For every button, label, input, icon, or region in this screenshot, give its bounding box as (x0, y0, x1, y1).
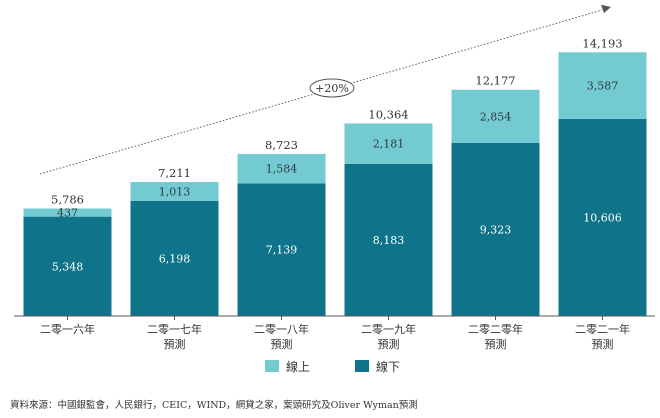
bar-online-0 (23, 208, 112, 217)
category-label-3-1: 預測 (378, 337, 400, 351)
legend: 線上 線下 (265, 359, 400, 374)
value-label-offline-3: 8,183 (373, 234, 405, 247)
total-label-0: 5,786 (51, 193, 84, 207)
category-label-4-1: 預測 (485, 337, 507, 351)
bar-online-3 (344, 123, 433, 164)
legend-label-1: 線下 (376, 359, 400, 374)
value-label-online-1: 1,013 (159, 185, 191, 198)
category-label-5-0: 二零二一年 (575, 322, 630, 336)
value-label-offline-0: 5,348 (52, 260, 84, 273)
value-label-online-0: 437 (57, 207, 78, 220)
value-label-offline-5: 10,606 (583, 211, 622, 224)
category-label-1-0: 二零一七年 (147, 322, 202, 336)
value-label-online-5: 3,587 (587, 80, 619, 93)
bar-offline-0 (23, 216, 112, 316)
category-label-5-1: 預測 (592, 337, 614, 351)
category-label-2-1: 預測 (271, 337, 293, 351)
bar-online-2 (237, 153, 326, 184)
total-label-2: 8,723 (265, 138, 298, 152)
category-label-4-0: 二零二零年 (468, 322, 523, 336)
bar-online-4 (451, 89, 540, 143)
growth-label: +20% (315, 82, 349, 95)
bars-layer (23, 52, 647, 316)
category-label-1-1: 預測 (164, 337, 186, 351)
category-label-2-0: 二零一八年 (254, 322, 309, 336)
total-label-4: 12,177 (475, 74, 515, 88)
value-label-offline-2: 7,139 (266, 244, 298, 257)
bar-offline-3 (344, 163, 433, 316)
bar-online-5 (558, 52, 647, 119)
legend-swatch-0 (265, 360, 279, 372)
legend-label-0: 線上 (286, 359, 310, 374)
category-label-3-0: 二零一九年 (361, 322, 416, 336)
growth-ellipse (309, 78, 355, 98)
value-label-offline-1: 6,198 (159, 252, 191, 265)
value-label-online-4: 2,854 (480, 110, 512, 123)
bar-offline-4 (451, 142, 540, 316)
total-label-1: 7,211 (158, 166, 191, 180)
growth-annotation: +20% (39, 4, 611, 175)
total-label-3: 10,364 (368, 107, 408, 121)
legend-swatch-1 (355, 360, 369, 372)
value-label-online-2: 1,584 (266, 163, 298, 176)
growth-arrow-head (601, 4, 611, 13)
category-label-0-0: 二零一六年 (40, 322, 95, 336)
value-label-online-3: 2,181 (373, 138, 405, 151)
bar-online-1 (130, 182, 219, 201)
bar-offline-2 (237, 183, 326, 316)
total-label-5: 14,193 (582, 36, 622, 50)
bar-offline-5 (558, 118, 647, 316)
bar-offline-1 (130, 200, 219, 316)
source-note: 資料來源：中國銀監會，人民銀行，CEIC，WIND，網貸之家，案頭研究及Oliv… (10, 399, 418, 411)
value-label-offline-4: 9,323 (480, 223, 512, 236)
